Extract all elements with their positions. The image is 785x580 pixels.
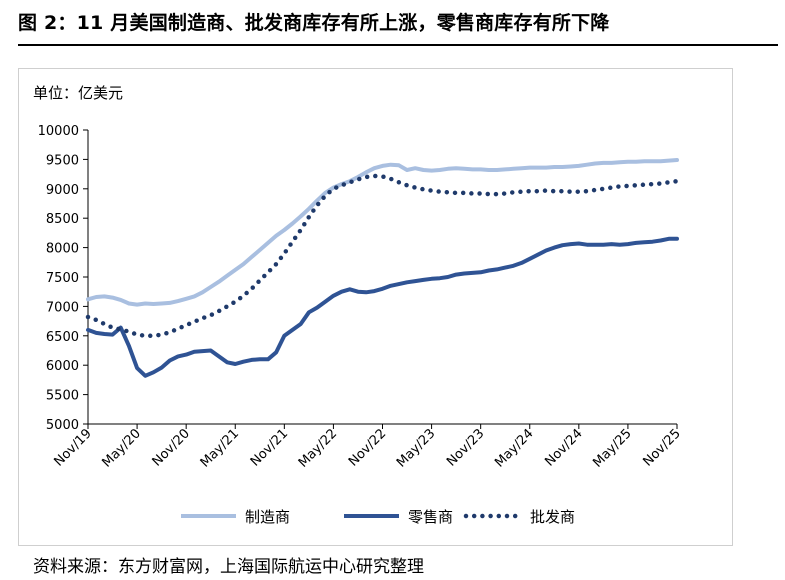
figure-title: 图 2：11 月美国制造商、批发商库存有所上涨，零售商库存有所下降 [18, 12, 610, 34]
x-tick-label: Nov/24 [542, 426, 585, 469]
legend-label: 零售商 [408, 508, 453, 526]
x-tick-label: May/22 [296, 426, 340, 470]
source-note: 资料来源：东方财富网，上海国际航运中心研究整理 [33, 557, 424, 577]
legend: 制造商 零售商 批发商 [181, 508, 575, 526]
y-tick-label: 8000 [46, 242, 79, 257]
y-tick-label: 9500 [46, 153, 79, 168]
y-tick-label: 7500 [46, 271, 79, 286]
manufacturer-line [86, 158, 679, 307]
y-tick-label: 10000 [38, 124, 79, 139]
unit-label: 单位：亿美元 [33, 84, 124, 102]
x-tick-label: Nov/23 [444, 426, 487, 469]
wholesaler-line [85, 173, 680, 339]
title-rule [18, 44, 778, 46]
chart-axes [87, 130, 677, 425]
x-tick-label: Nov/22 [346, 426, 389, 469]
x-tick-label: Nov/25 [640, 426, 683, 469]
x-tick-label: Nov/20 [150, 426, 193, 469]
y-tick-label: 6000 [46, 359, 79, 374]
x-tick-label: May/20 [99, 426, 143, 470]
y-tick-label: 7000 [46, 300, 79, 315]
y-tick-label: 6500 [46, 330, 79, 345]
x-tick-label: May/21 [198, 426, 242, 470]
x-axis-ticks: Nov/19 May/20 Nov/20 May/21 Nov/21 May/22 Nov/… [51, 424, 684, 471]
chart-frame [18, 68, 733, 546]
retailer-line [86, 236, 679, 378]
x-tick-label: Nov/21 [248, 426, 291, 469]
legend-label: 制造商 [245, 508, 290, 526]
series-lines [85, 158, 680, 378]
x-tick-label: May/25 [590, 426, 634, 470]
y-tick-label: 9000 [46, 183, 79, 198]
x-tick-label: May/23 [394, 426, 438, 470]
y-tick-label: 5000 [46, 418, 79, 433]
legend-label: 批发商 [530, 508, 575, 526]
y-axis-ticks: 10000 9500 9000 8500 8000 7500 7000 6500 6000 550… [38, 124, 88, 433]
x-tick-label: May/24 [492, 426, 536, 470]
y-tick-label: 5500 [46, 389, 79, 404]
y-tick-label: 8500 [46, 212, 79, 227]
